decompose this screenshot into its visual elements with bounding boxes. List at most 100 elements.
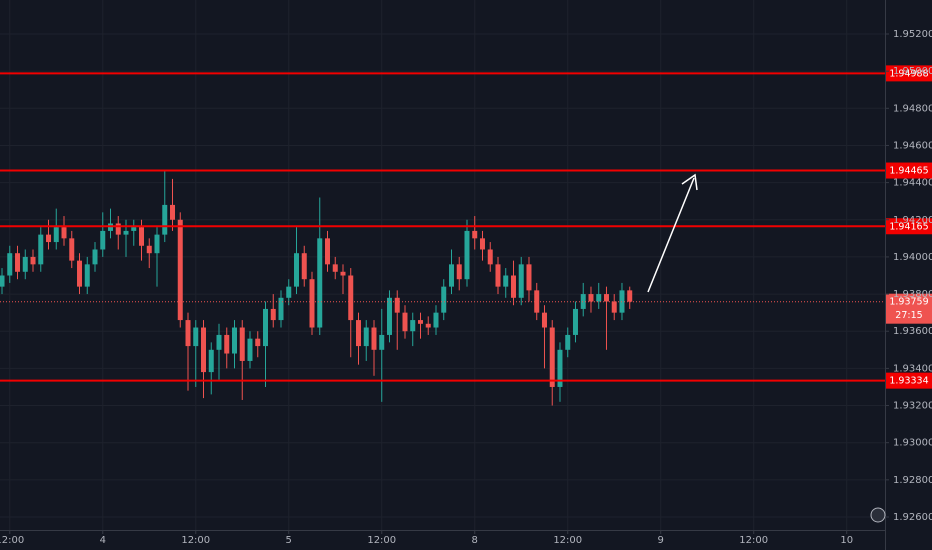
candle-body bbox=[456, 264, 462, 280]
candle-body bbox=[270, 308, 276, 321]
level-label-box bbox=[886, 162, 932, 179]
candle-body bbox=[402, 312, 408, 332]
candle-body bbox=[371, 327, 377, 350]
candle-body bbox=[379, 334, 385, 350]
candle-body bbox=[115, 223, 121, 235]
candle-body bbox=[627, 290, 633, 302]
candle-body bbox=[46, 234, 52, 243]
x-tick-label: 8 bbox=[472, 535, 478, 546]
candle-body bbox=[541, 312, 547, 328]
candle-body bbox=[216, 334, 222, 350]
y-tick-label: 1.93400 bbox=[893, 363, 932, 374]
candle-body bbox=[84, 264, 90, 287]
candle-body bbox=[0, 275, 5, 287]
x-tick-label: 12:00 bbox=[739, 535, 768, 546]
candle-body bbox=[15, 253, 21, 272]
last-price-box bbox=[886, 293, 932, 324]
level-label: 1.93334 bbox=[889, 376, 928, 387]
candle-body bbox=[472, 230, 478, 239]
candle-body bbox=[278, 297, 284, 321]
x-tick-label: 9 bbox=[658, 535, 664, 546]
y-tick-label: 1.95200 bbox=[893, 29, 932, 40]
candle-body bbox=[263, 308, 268, 347]
candle-body bbox=[22, 256, 28, 272]
y-tick-label: 1.93200 bbox=[893, 401, 932, 412]
candle-body bbox=[355, 320, 361, 347]
x-tick-label: 12:00 bbox=[0, 535, 24, 546]
candle-body bbox=[232, 327, 238, 354]
candle-body bbox=[495, 264, 501, 287]
candle-body bbox=[565, 334, 571, 350]
candle-body bbox=[549, 327, 555, 387]
y-tick-label: 1.93800 bbox=[893, 289, 932, 300]
candle-body bbox=[433, 312, 439, 328]
y-tick-label: 1.94400 bbox=[893, 178, 932, 189]
candle-body bbox=[301, 253, 307, 280]
candle-body bbox=[185, 320, 191, 347]
x-tick-label: 5 bbox=[286, 535, 292, 546]
candle-body bbox=[534, 290, 540, 313]
candle-body bbox=[588, 294, 594, 302]
candle-body bbox=[348, 275, 354, 321]
candle-body bbox=[201, 327, 207, 373]
candles bbox=[0, 169, 633, 406]
y-tick-label: 1.93600 bbox=[893, 326, 932, 337]
candle-body bbox=[487, 249, 493, 265]
y-tick-label: 1.95000 bbox=[893, 66, 932, 77]
candle-body bbox=[224, 334, 230, 354]
candle-body bbox=[526, 264, 532, 291]
candle-body bbox=[30, 256, 36, 265]
candle-body bbox=[557, 349, 563, 387]
level-label-box bbox=[886, 65, 932, 82]
candle-body bbox=[53, 227, 59, 243]
candle-body bbox=[425, 323, 431, 328]
candle-body bbox=[177, 219, 183, 321]
candle-body bbox=[580, 294, 586, 309]
candle-body bbox=[131, 227, 137, 231]
x-tick-label: 12:00 bbox=[553, 535, 582, 546]
candle-body bbox=[100, 230, 106, 250]
level-label: 1.94165 bbox=[889, 221, 928, 232]
candle-body bbox=[603, 294, 609, 302]
candle-body bbox=[146, 245, 152, 254]
candle-body bbox=[7, 253, 13, 276]
arrow-shaft bbox=[647, 177, 695, 293]
y-tick-label: 1.92800 bbox=[893, 475, 932, 486]
last-price-label: 1.93759 bbox=[889, 297, 928, 308]
settings-icon[interactable] bbox=[870, 507, 886, 523]
level-label: 1.94988 bbox=[889, 68, 928, 79]
candle-body bbox=[208, 349, 214, 373]
candle-body bbox=[247, 338, 253, 361]
y-tick-label: 1.94800 bbox=[893, 103, 932, 114]
candle-body bbox=[332, 264, 338, 272]
candle-body bbox=[77, 260, 83, 287]
candle-body bbox=[170, 204, 176, 220]
candle-body bbox=[340, 271, 346, 276]
icon-circle[interactable] bbox=[870, 507, 886, 523]
y-tick-label: 1.92600 bbox=[893, 512, 932, 523]
candle-body bbox=[255, 338, 261, 347]
candle-body bbox=[410, 320, 416, 332]
candle-body bbox=[510, 275, 516, 298]
countdown-label: 27:15 bbox=[895, 310, 922, 321]
candle-body bbox=[69, 238, 75, 261]
candle-body bbox=[38, 234, 44, 265]
candle-body bbox=[464, 230, 470, 280]
x-tick-label: 10 bbox=[840, 535, 853, 546]
candle-body bbox=[503, 275, 509, 287]
candle-body bbox=[92, 249, 98, 265]
candle-body bbox=[441, 286, 447, 313]
candle-body bbox=[572, 308, 578, 335]
candle-body bbox=[596, 294, 602, 302]
arrow-head bbox=[681, 173, 698, 191]
x-tick-label: 12:00 bbox=[181, 535, 210, 546]
candle-body bbox=[61, 227, 67, 239]
candle-body bbox=[324, 238, 330, 265]
candle-body bbox=[394, 297, 400, 313]
candle-body bbox=[518, 264, 524, 298]
candle-body bbox=[417, 320, 423, 324]
x-tick-label: 4 bbox=[100, 535, 106, 546]
candle-body bbox=[239, 327, 245, 361]
candle-body bbox=[286, 286, 292, 298]
